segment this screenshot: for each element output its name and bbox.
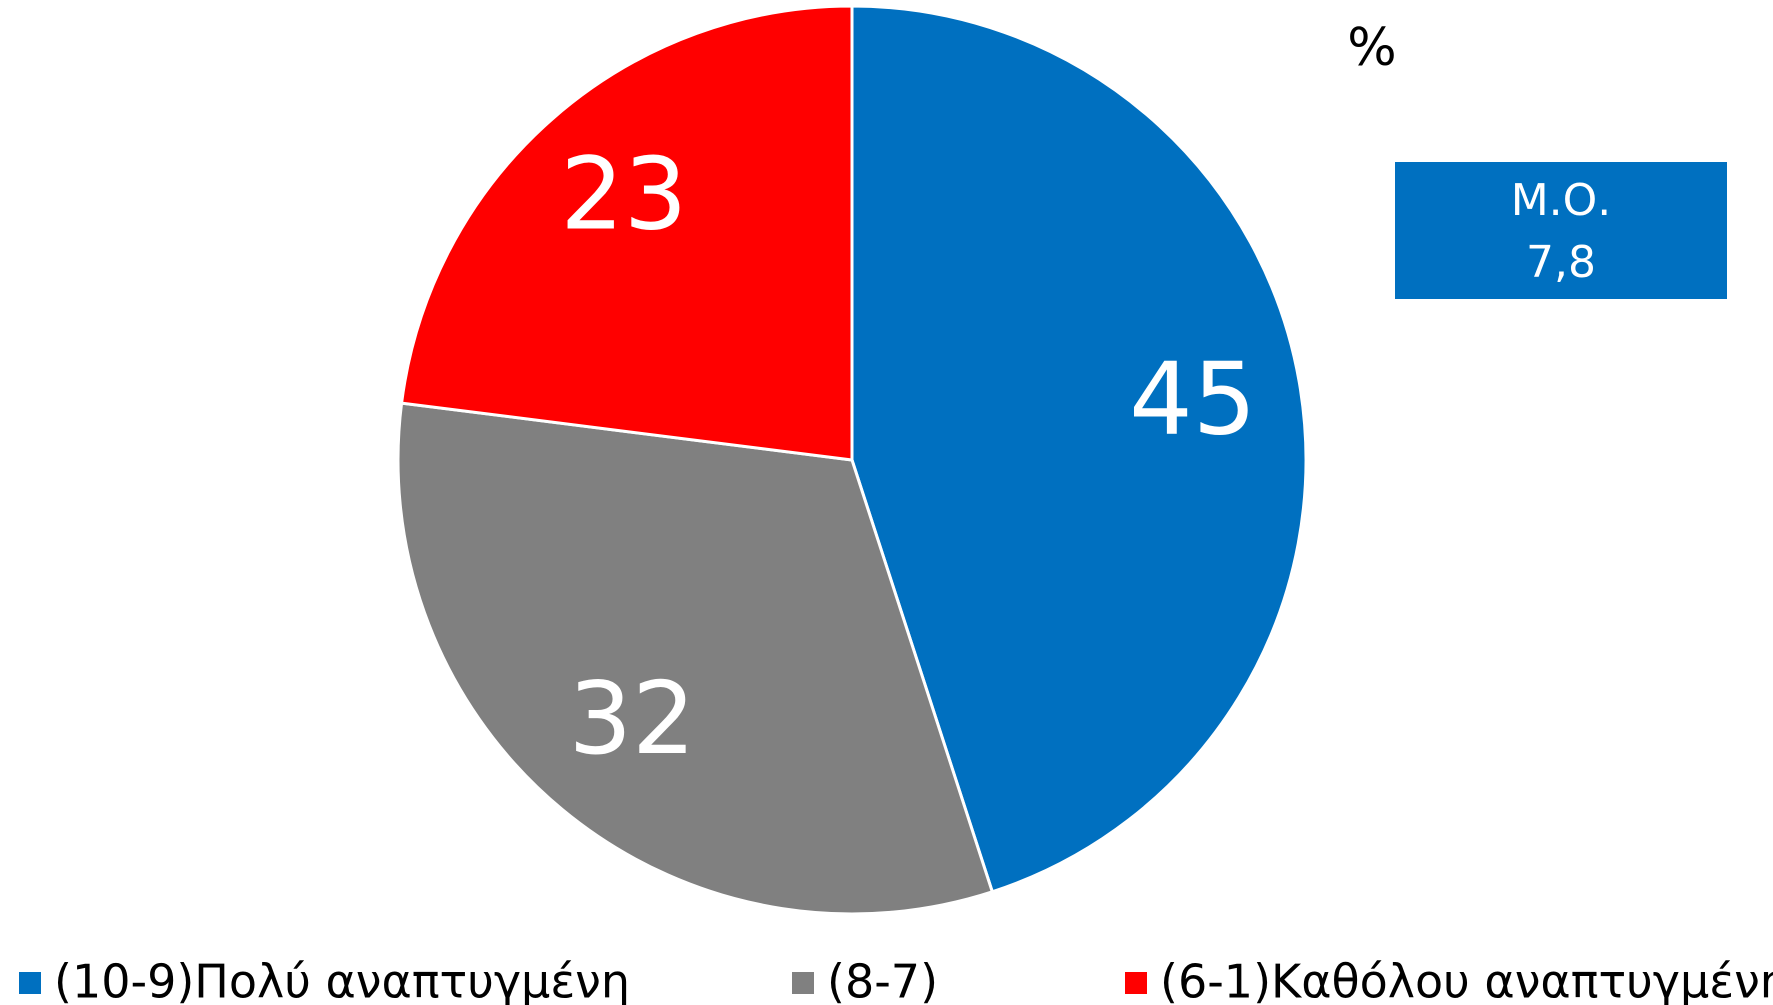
data-label: 32 — [568, 660, 695, 777]
data-label: 45 — [1129, 340, 1256, 457]
annotation-value: 7,8 — [1526, 237, 1596, 288]
annotation-title: Μ.Ο. — [1511, 175, 1612, 226]
legend-label: (8-7) — [827, 955, 938, 1005]
legend-label: (6-1)Καθόλου αναπτυγμένη — [1160, 955, 1773, 1005]
legend-swatch — [19, 972, 41, 994]
data-label: 23 — [560, 136, 687, 253]
legend-swatch — [792, 972, 814, 994]
pie-slice — [399, 4, 854, 462]
legend-label: (10-9)Πολύ αναπτυγμένη — [54, 955, 630, 1005]
pie-slice — [396, 401, 995, 916]
annotation-box — [1395, 162, 1727, 299]
unit-label: % — [1347, 18, 1396, 78]
pie-slice — [850, 4, 1308, 894]
legend-swatch — [1125, 972, 1147, 994]
